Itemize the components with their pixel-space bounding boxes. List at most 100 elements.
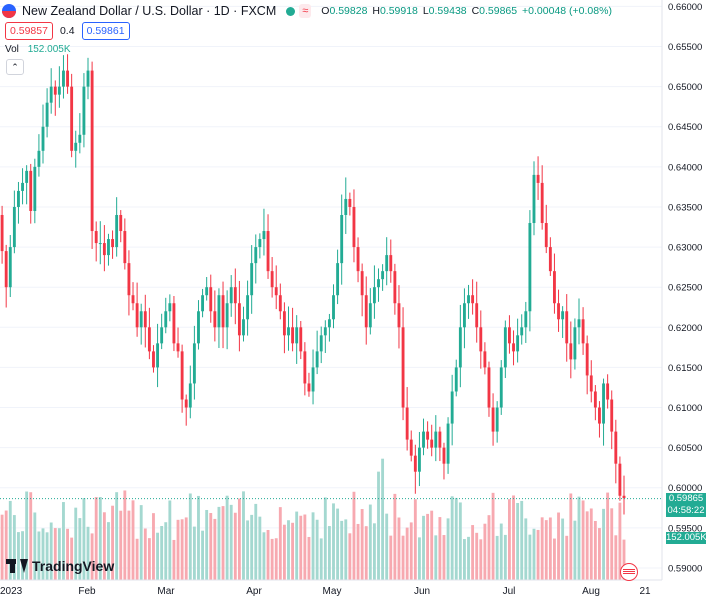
candle-body (368, 303, 372, 328)
volume-bar (467, 536, 470, 580)
candle-body (311, 367, 315, 392)
candle-body (246, 295, 250, 320)
candle-body (135, 303, 139, 328)
candle-body (184, 399, 188, 408)
candle-body (524, 311, 528, 328)
candle-body (225, 303, 229, 328)
ohlc-values: O0.59828 H0.59918 L0.59438 C0.59865 +0.0… (321, 5, 612, 17)
volume-bar (622, 539, 626, 580)
volume-bar (94, 497, 98, 580)
volume-bar (213, 518, 217, 580)
volume-bar (66, 528, 69, 580)
volume-label[interactable]: Vol (5, 44, 19, 55)
volume-bar (540, 517, 544, 580)
volume-bar (434, 535, 438, 580)
candle-body (8, 247, 12, 288)
candle-body (622, 495, 626, 499)
buy-button[interactable]: 0.59861 (81, 22, 130, 40)
candle-body (213, 311, 217, 328)
volume-bar (332, 503, 335, 580)
volume-bar (520, 500, 524, 580)
candle-body (242, 319, 245, 336)
volume-bar (197, 495, 200, 580)
candle-body (94, 231, 98, 244)
economic-event-icon[interactable] (620, 563, 638, 581)
candle-body (4, 251, 8, 288)
volume-bar (553, 538, 556, 580)
y-tick-label: 0.64500 (668, 122, 702, 133)
candle-body (307, 383, 311, 392)
volume-bar (4, 510, 8, 580)
volume-bar (53, 528, 57, 580)
volume-bar (565, 535, 569, 580)
symbol-title[interactable]: New Zealand Dollar / U.S. Dollar · 1D · … (22, 4, 277, 18)
candle-body (86, 70, 90, 87)
volume-bar (107, 522, 110, 580)
candle-body (528, 223, 532, 312)
volume-bar (315, 519, 319, 580)
volume-bar (307, 536, 311, 580)
volume-bar (409, 522, 413, 580)
volume-bar (524, 518, 528, 580)
candle-body (319, 335, 323, 352)
x-tick-label: Mar (157, 586, 175, 597)
sell-button[interactable]: 0.59857 (5, 22, 53, 40)
volume-bar (381, 458, 385, 580)
volume-bar (577, 496, 581, 580)
volume-bar (201, 530, 205, 580)
candle-body (548, 247, 552, 272)
candle-body (458, 327, 462, 368)
candle-body (401, 327, 405, 408)
collapse-legend-button[interactable]: ⌃ (6, 59, 24, 75)
volume-bar (483, 523, 487, 580)
volume-bar (90, 533, 94, 580)
volume-bar (70, 537, 74, 580)
candle-body (393, 271, 397, 304)
candle-body (315, 351, 319, 368)
volume-bar (606, 492, 610, 580)
volume-bar (25, 491, 29, 580)
candle-body (57, 86, 61, 95)
candle-body (37, 150, 41, 167)
candle-body (90, 70, 94, 232)
volume-bar (508, 499, 511, 580)
candle-body (205, 287, 209, 296)
candle-body (479, 327, 483, 352)
candle-body (45, 102, 49, 127)
volume-legend: Vol 152.005K (5, 44, 71, 55)
volume-bar (258, 516, 262, 580)
candle-body (156, 343, 160, 368)
candle-body (516, 335, 520, 352)
candle-body (434, 431, 438, 448)
y-tick-label: 0.63500 (668, 202, 702, 213)
volume-bar (180, 519, 184, 580)
volume-bar (41, 528, 45, 580)
volume-bar (45, 532, 49, 580)
y-tick-label: 0.59000 (668, 563, 702, 574)
volume-bar (397, 517, 401, 580)
y-tick-label: 0.61000 (668, 403, 702, 414)
candle-body (426, 431, 430, 440)
volume-bar (217, 506, 221, 580)
volume-bar (323, 497, 327, 580)
candle-body (598, 407, 601, 424)
volume-bar (340, 520, 344, 580)
candle-body (119, 214, 123, 232)
candle-body (188, 383, 192, 408)
candle-body (152, 351, 155, 368)
x-tick-label: Apr (246, 586, 262, 597)
volume-bar (229, 504, 233, 580)
volume-bar (102, 512, 106, 580)
candle-body (143, 311, 147, 328)
eye-icon[interactable]: ≈ (299, 4, 312, 18)
tradingview-logo[interactable]: TradingView (6, 558, 114, 574)
volume-bar (17, 532, 20, 580)
candle-body (532, 174, 536, 224)
candle-body (557, 303, 560, 320)
volume-bar (356, 523, 360, 580)
volume-bar (311, 512, 315, 580)
volume-bar (593, 520, 597, 580)
volume-bar (57, 528, 61, 580)
volume-bar (548, 517, 552, 580)
